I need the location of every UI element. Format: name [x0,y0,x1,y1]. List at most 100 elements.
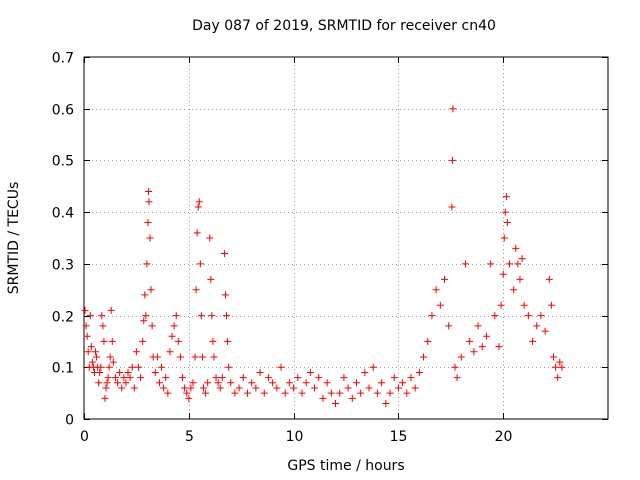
data-point [424,337,432,345]
data-point [407,374,415,382]
data-point [93,353,101,361]
data-point [306,368,314,376]
data-point [394,384,402,392]
data-point [104,374,112,382]
data-point [198,353,206,361]
data-point [140,317,148,325]
data-point [132,348,140,356]
data-point [554,374,562,382]
data-point [124,368,132,376]
data-point [420,353,428,361]
data-point [95,379,103,387]
data-point [361,368,369,376]
data-point [176,353,184,361]
data-point [505,260,513,268]
data-point [168,332,176,340]
data-point [432,286,440,294]
data-point [501,208,509,216]
data-point [510,286,518,294]
data-point [196,260,204,268]
data-point [243,389,251,397]
data-point [146,234,154,242]
data-point [411,384,419,392]
data-point [204,379,212,387]
data-point [285,379,293,387]
data-point [277,363,285,371]
data-point [83,332,91,340]
data-point [174,337,182,345]
data-point [399,379,407,387]
data-point [141,291,149,299]
data-point [336,389,344,397]
data-point [99,322,107,330]
data-point [206,234,214,242]
data-point [499,270,507,278]
data-point [120,374,128,382]
data-point [224,337,232,345]
data-point [100,337,108,345]
y-tick-label: 0 [65,413,74,429]
data-point [495,343,503,351]
data-point [218,374,226,382]
data-point [478,343,486,351]
data-point [199,384,207,392]
data-point [470,348,478,356]
data-point [202,389,210,397]
data-point [106,353,114,361]
data-point [105,363,113,371]
data-point [556,358,564,366]
data-point [382,399,390,407]
data-point [82,322,90,330]
data-point [81,306,89,314]
data-point [294,374,302,382]
data-point [192,286,200,294]
data-point [502,193,510,201]
data-point [130,384,138,392]
data-point [403,389,411,397]
data-point [179,374,187,382]
data-point [500,234,508,242]
data-point [144,218,152,226]
data-point [102,384,110,392]
data-point [487,260,495,268]
data-point [269,379,277,387]
data-point [273,384,281,392]
data-point [116,368,124,376]
grid [84,57,608,419]
data-point [448,203,456,211]
data-point [552,363,560,371]
data-point [109,358,117,366]
data-point [348,394,356,402]
data-point [290,384,298,392]
data-point [142,312,150,320]
data-point [537,312,545,320]
data-point [97,363,105,371]
data-point [264,374,272,382]
y-tick-label: 0.2 [52,310,74,326]
data-point [118,384,126,392]
data-point [195,198,203,206]
data-point [221,291,229,299]
data-point [183,389,191,397]
data-point [145,187,153,195]
data-point [191,353,199,361]
data-point [207,275,215,283]
data-point [92,348,100,356]
data-point [148,322,156,330]
data-point [302,379,310,387]
x-tick-label: 5 [185,429,194,445]
data-point [209,337,217,345]
data-point [220,250,228,258]
data-point [352,379,360,387]
data-point [107,306,115,314]
data-point [98,312,106,320]
data-point [170,322,178,330]
data-point [166,348,174,356]
x-tick-label: 20 [495,429,513,445]
data-point [193,229,201,237]
data-point [545,275,553,283]
data-point [225,363,233,371]
data-point [197,312,205,320]
data-point [547,301,555,309]
data-point [365,384,373,392]
